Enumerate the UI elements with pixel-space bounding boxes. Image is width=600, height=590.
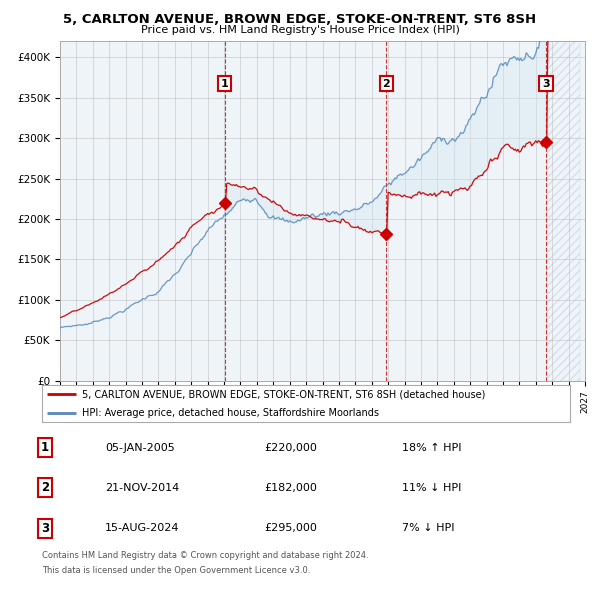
Text: £295,000: £295,000 (264, 523, 317, 533)
Text: Price paid vs. HM Land Registry's House Price Index (HPI): Price paid vs. HM Land Registry's House … (140, 25, 460, 35)
Text: 1: 1 (221, 78, 229, 88)
Text: 5, CARLTON AVENUE, BROWN EDGE, STOKE-ON-TRENT, ST6 8SH: 5, CARLTON AVENUE, BROWN EDGE, STOKE-ON-… (64, 13, 536, 26)
Text: 3: 3 (542, 78, 550, 88)
Text: 11% ↓ HPI: 11% ↓ HPI (402, 483, 461, 493)
Text: £220,000: £220,000 (264, 443, 317, 453)
Text: 3: 3 (41, 522, 49, 535)
Text: 5, CARLTON AVENUE, BROWN EDGE, STOKE-ON-TRENT, ST6 8SH (detached house): 5, CARLTON AVENUE, BROWN EDGE, STOKE-ON-… (82, 389, 485, 399)
Text: HPI: Average price, detached house, Staffordshire Moorlands: HPI: Average price, detached house, Staf… (82, 408, 379, 418)
Text: 21-NOV-2014: 21-NOV-2014 (105, 483, 179, 493)
Text: 05-JAN-2005: 05-JAN-2005 (105, 443, 175, 453)
Text: 18% ↑ HPI: 18% ↑ HPI (402, 443, 461, 453)
Text: 2: 2 (383, 78, 391, 88)
Text: 7% ↓ HPI: 7% ↓ HPI (402, 523, 455, 533)
Text: 15-AUG-2024: 15-AUG-2024 (105, 523, 179, 533)
Text: This data is licensed under the Open Government Licence v3.0.: This data is licensed under the Open Gov… (42, 566, 310, 575)
Text: 1: 1 (41, 441, 49, 454)
Text: 2: 2 (41, 481, 49, 494)
Text: £182,000: £182,000 (264, 483, 317, 493)
Text: Contains HM Land Registry data © Crown copyright and database right 2024.: Contains HM Land Registry data © Crown c… (42, 551, 368, 560)
